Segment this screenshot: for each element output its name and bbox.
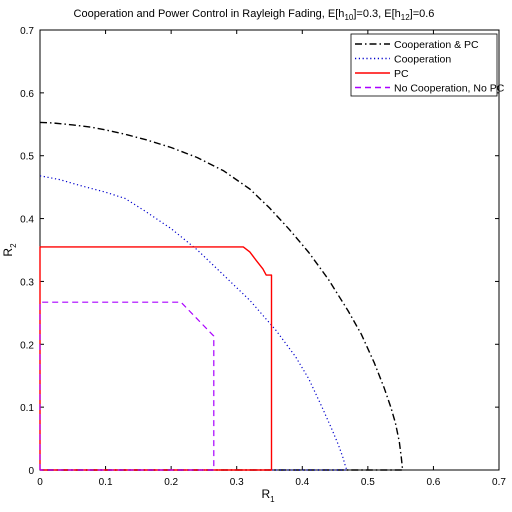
x-tick-label: 0 [37, 477, 43, 488]
legend: Cooperation & PC Cooperation PC No Cooperat… [350, 33, 505, 97]
y-tick-label: 0.6 [20, 89, 34, 100]
legend-label: Cooperation [394, 54, 451, 66]
y-tick-label: 0.7 [20, 26, 34, 37]
plot-area [39, 29, 500, 471]
legend-label: No Cooperation, No PC [394, 83, 505, 95]
x-tick-label: 0.7 [492, 477, 506, 488]
legend-label: PC [394, 68, 409, 80]
series-line-pc [39, 246, 273, 471]
y-tick-label: 0.2 [20, 340, 34, 351]
y-axis-label: R2 [1, 243, 18, 257]
y-tick-label: 0.4 [20, 215, 34, 226]
x-tick-label: 0.6 [426, 477, 440, 488]
y-tick-label: 0.3 [20, 277, 34, 288]
series-layer [39, 121, 404, 471]
y-tick-label: 0.1 [20, 403, 34, 414]
series-line-no-cooperation-no-pc [39, 301, 215, 471]
y-tick-label: 0.5 [20, 152, 34, 163]
series-line-cooperation-pc [39, 121, 404, 471]
y-tick-label: 0 [28, 466, 34, 477]
x-tick-label: 0.4 [295, 477, 309, 488]
x-tick-label: 0.5 [361, 477, 375, 488]
x-axis-label: R1 [261, 487, 275, 504]
x-tick-label: 0.1 [99, 477, 113, 488]
x-axis-ticks: 0 0.1 0.2 0.3 0.4 0.5 0.6 0.7 [37, 30, 506, 488]
x-tick-label: 0.2 [164, 477, 178, 488]
chart-title: Cooperation and Power Control in Rayleig… [74, 8, 435, 22]
legend-label: Cooperation & PC [394, 39, 479, 51]
x-tick-label: 0.3 [230, 477, 244, 488]
